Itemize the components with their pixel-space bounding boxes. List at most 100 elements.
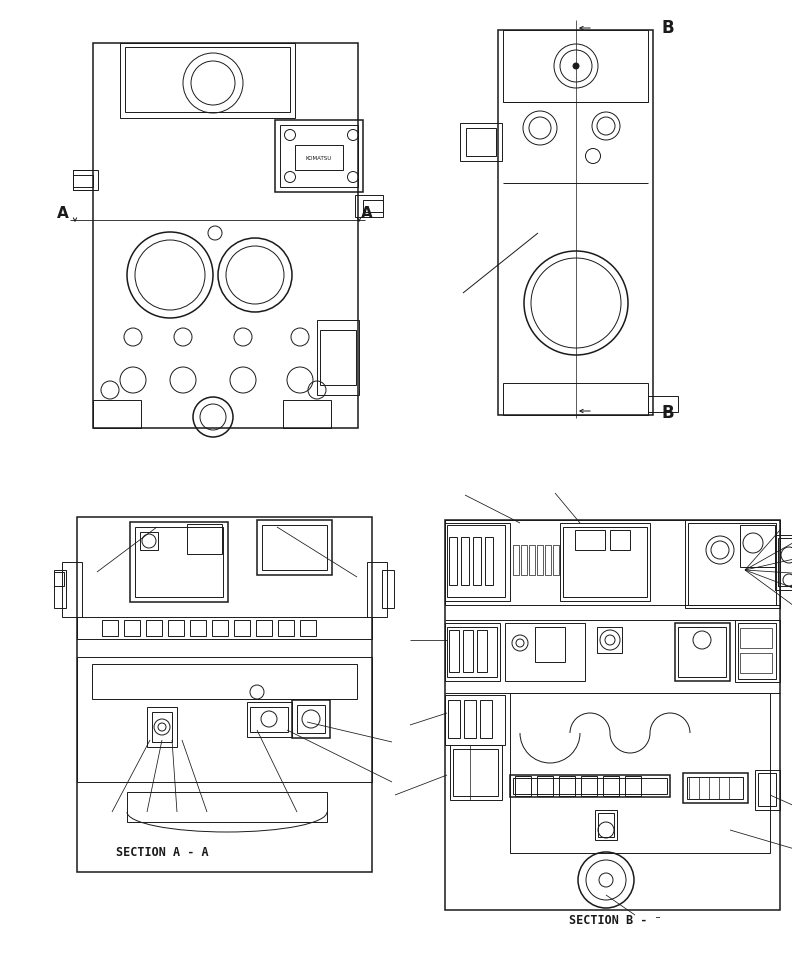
Bar bbox=[62, 562, 82, 617]
Bar bbox=[257, 520, 332, 575]
Text: SECTION A - A: SECTION A - A bbox=[116, 845, 208, 859]
Bar bbox=[560, 523, 650, 601]
Bar bbox=[505, 623, 585, 681]
Bar bbox=[445, 623, 500, 681]
Bar bbox=[581, 776, 597, 796]
Bar bbox=[445, 523, 510, 601]
Text: A: A bbox=[57, 205, 69, 221]
Bar bbox=[93, 43, 358, 428]
Bar bbox=[740, 525, 775, 567]
Bar bbox=[93, 400, 141, 428]
Bar bbox=[553, 545, 559, 575]
Text: B: B bbox=[661, 19, 674, 37]
Bar bbox=[449, 537, 457, 585]
Bar bbox=[278, 620, 294, 636]
Bar bbox=[463, 630, 473, 672]
Bar bbox=[234, 620, 250, 636]
Bar bbox=[466, 128, 496, 156]
Bar bbox=[648, 396, 678, 412]
Bar bbox=[485, 537, 493, 585]
Text: SECTION B - ⁻: SECTION B - ⁻ bbox=[569, 914, 661, 926]
Bar bbox=[146, 620, 162, 636]
Bar bbox=[54, 570, 66, 608]
Bar bbox=[300, 620, 316, 636]
Bar bbox=[464, 700, 476, 738]
Bar bbox=[559, 776, 575, 796]
Bar bbox=[283, 400, 331, 428]
Bar bbox=[683, 773, 748, 803]
Bar bbox=[77, 617, 372, 639]
Bar bbox=[595, 810, 617, 840]
Bar bbox=[529, 545, 535, 575]
Bar bbox=[625, 776, 641, 796]
Bar bbox=[292, 700, 330, 738]
Bar bbox=[256, 620, 272, 636]
Text: B: B bbox=[661, 404, 674, 422]
Bar bbox=[447, 525, 505, 597]
Bar bbox=[445, 520, 780, 605]
Bar bbox=[755, 770, 780, 810]
Bar bbox=[135, 527, 223, 597]
Bar bbox=[537, 545, 543, 575]
Bar bbox=[513, 545, 519, 575]
Bar bbox=[498, 30, 653, 415]
Bar bbox=[317, 320, 359, 395]
Bar bbox=[382, 570, 394, 608]
Bar bbox=[262, 525, 327, 570]
Bar bbox=[460, 123, 502, 161]
Bar bbox=[212, 620, 228, 636]
Bar bbox=[603, 776, 619, 796]
Bar bbox=[521, 545, 527, 575]
Bar bbox=[503, 30, 648, 102]
Bar bbox=[473, 537, 481, 585]
Bar bbox=[120, 43, 295, 118]
Text: KOMATSU: KOMATSU bbox=[306, 156, 332, 161]
Bar bbox=[480, 700, 492, 738]
Bar bbox=[92, 664, 357, 699]
Bar bbox=[688, 523, 776, 605]
Bar bbox=[367, 562, 387, 617]
Bar bbox=[275, 120, 363, 192]
Bar bbox=[295, 145, 343, 170]
Bar bbox=[535, 627, 565, 662]
Bar bbox=[738, 623, 776, 679]
Bar bbox=[73, 175, 93, 187]
Bar bbox=[77, 657, 372, 782]
Bar bbox=[152, 712, 172, 742]
Bar bbox=[575, 530, 605, 550]
Bar bbox=[598, 813, 614, 837]
Bar bbox=[563, 527, 647, 597]
Bar bbox=[740, 628, 772, 648]
Bar bbox=[675, 623, 730, 681]
Bar bbox=[510, 775, 670, 797]
Bar bbox=[450, 745, 502, 800]
Bar bbox=[610, 530, 630, 550]
Bar bbox=[147, 707, 177, 747]
Bar bbox=[740, 653, 772, 673]
Bar bbox=[461, 537, 469, 585]
Bar bbox=[515, 776, 531, 796]
Bar bbox=[320, 330, 356, 385]
Bar bbox=[510, 693, 770, 853]
Bar bbox=[130, 522, 228, 602]
Bar bbox=[453, 749, 498, 796]
Bar bbox=[363, 200, 383, 212]
Bar bbox=[685, 520, 780, 608]
Bar bbox=[449, 630, 459, 672]
Bar bbox=[597, 627, 622, 653]
Bar bbox=[168, 620, 184, 636]
Bar bbox=[477, 630, 487, 672]
Bar bbox=[250, 707, 288, 732]
Circle shape bbox=[573, 63, 579, 69]
Bar bbox=[445, 520, 780, 910]
Bar bbox=[280, 125, 358, 187]
Bar bbox=[503, 383, 648, 415]
Bar bbox=[735, 620, 780, 682]
Bar bbox=[190, 620, 206, 636]
Bar bbox=[102, 620, 118, 636]
Bar bbox=[775, 535, 792, 590]
Bar bbox=[447, 627, 497, 677]
Bar bbox=[124, 620, 140, 636]
Bar bbox=[73, 170, 98, 190]
Bar bbox=[678, 627, 726, 677]
